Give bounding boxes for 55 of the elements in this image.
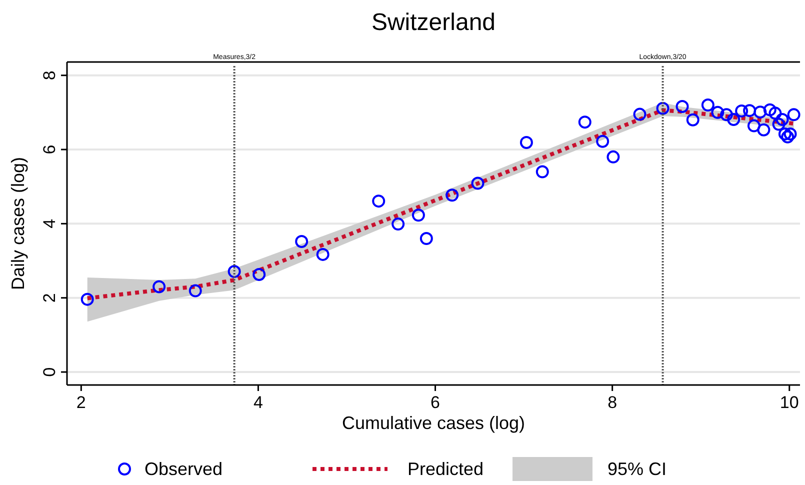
point [781, 130, 794, 144]
y-tick-label: 8 [40, 70, 59, 80]
point [536, 165, 549, 178]
x-tick-label: 2 [76, 393, 86, 412]
point [757, 123, 770, 136]
point [772, 118, 786, 131]
point [252, 268, 266, 281]
x-tick-label: 6 [430, 393, 440, 412]
chart-title: Switzerland [371, 9, 496, 36]
point [80, 292, 94, 306]
point [676, 100, 689, 113]
y-tick-label: 4 [40, 218, 59, 228]
x-tick-label: 8 [608, 393, 618, 412]
point [596, 134, 610, 148]
point [787, 108, 800, 122]
x-axis-title: Cumulative cases (log) [342, 413, 526, 433]
point [520, 136, 533, 149]
point [578, 116, 592, 129]
y-tick-label: 2 [40, 293, 59, 303]
x-tick-label: 10 [780, 393, 799, 412]
point [784, 127, 797, 140]
point [295, 234, 308, 248]
x-tick-label: 4 [253, 393, 263, 412]
point [420, 232, 433, 246]
point [228, 265, 241, 278]
point [727, 112, 740, 126]
point [768, 106, 782, 120]
point [776, 112, 789, 126]
point [471, 176, 484, 190]
legend-label: Predicted [408, 459, 484, 479]
point [735, 104, 748, 118]
point [316, 248, 330, 261]
y-axis-title: Daily cases (log) [8, 156, 28, 290]
legend-label: Observed [144, 459, 223, 479]
point [152, 280, 166, 294]
point [412, 208, 425, 222]
point [686, 113, 700, 126]
point [446, 188, 459, 202]
point [763, 103, 776, 116]
point [778, 127, 792, 140]
text: 95% CI [608, 459, 667, 479]
point [188, 284, 202, 298]
point [633, 108, 646, 121]
point [606, 150, 620, 164]
point [711, 106, 724, 119]
point [754, 106, 767, 119]
point [656, 102, 670, 115]
point [743, 104, 756, 118]
y-tick-label: 0 [40, 367, 59, 377]
point [392, 218, 405, 231]
point [372, 194, 386, 208]
point [720, 108, 734, 122]
y-tick-label: 6 [40, 144, 59, 154]
point [701, 98, 714, 112]
point [747, 119, 760, 132]
